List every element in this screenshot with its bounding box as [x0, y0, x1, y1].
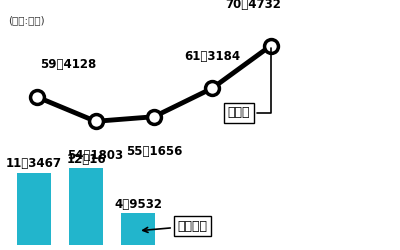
Bar — [69, 168, 103, 245]
Text: 4조9532: 4조9532 — [114, 198, 162, 211]
Text: 54조1803: 54조1803 — [68, 149, 124, 162]
Text: 61조3184: 61조3184 — [184, 50, 240, 63]
Text: 55조1656: 55조1656 — [126, 144, 182, 158]
Text: 70조4732: 70조4732 — [225, 0, 281, 11]
Text: 12조16: 12조16 — [66, 153, 106, 166]
Text: (단위:억원): (단위:억원) — [8, 15, 45, 25]
Bar — [17, 172, 51, 245]
Text: 차입금: 차입금 — [228, 48, 271, 120]
Text: 11조3467: 11조3467 — [6, 157, 62, 170]
Text: 59조4128: 59조4128 — [40, 58, 96, 71]
Bar — [121, 214, 155, 245]
Text: 영업이익: 영업이익 — [143, 220, 207, 232]
